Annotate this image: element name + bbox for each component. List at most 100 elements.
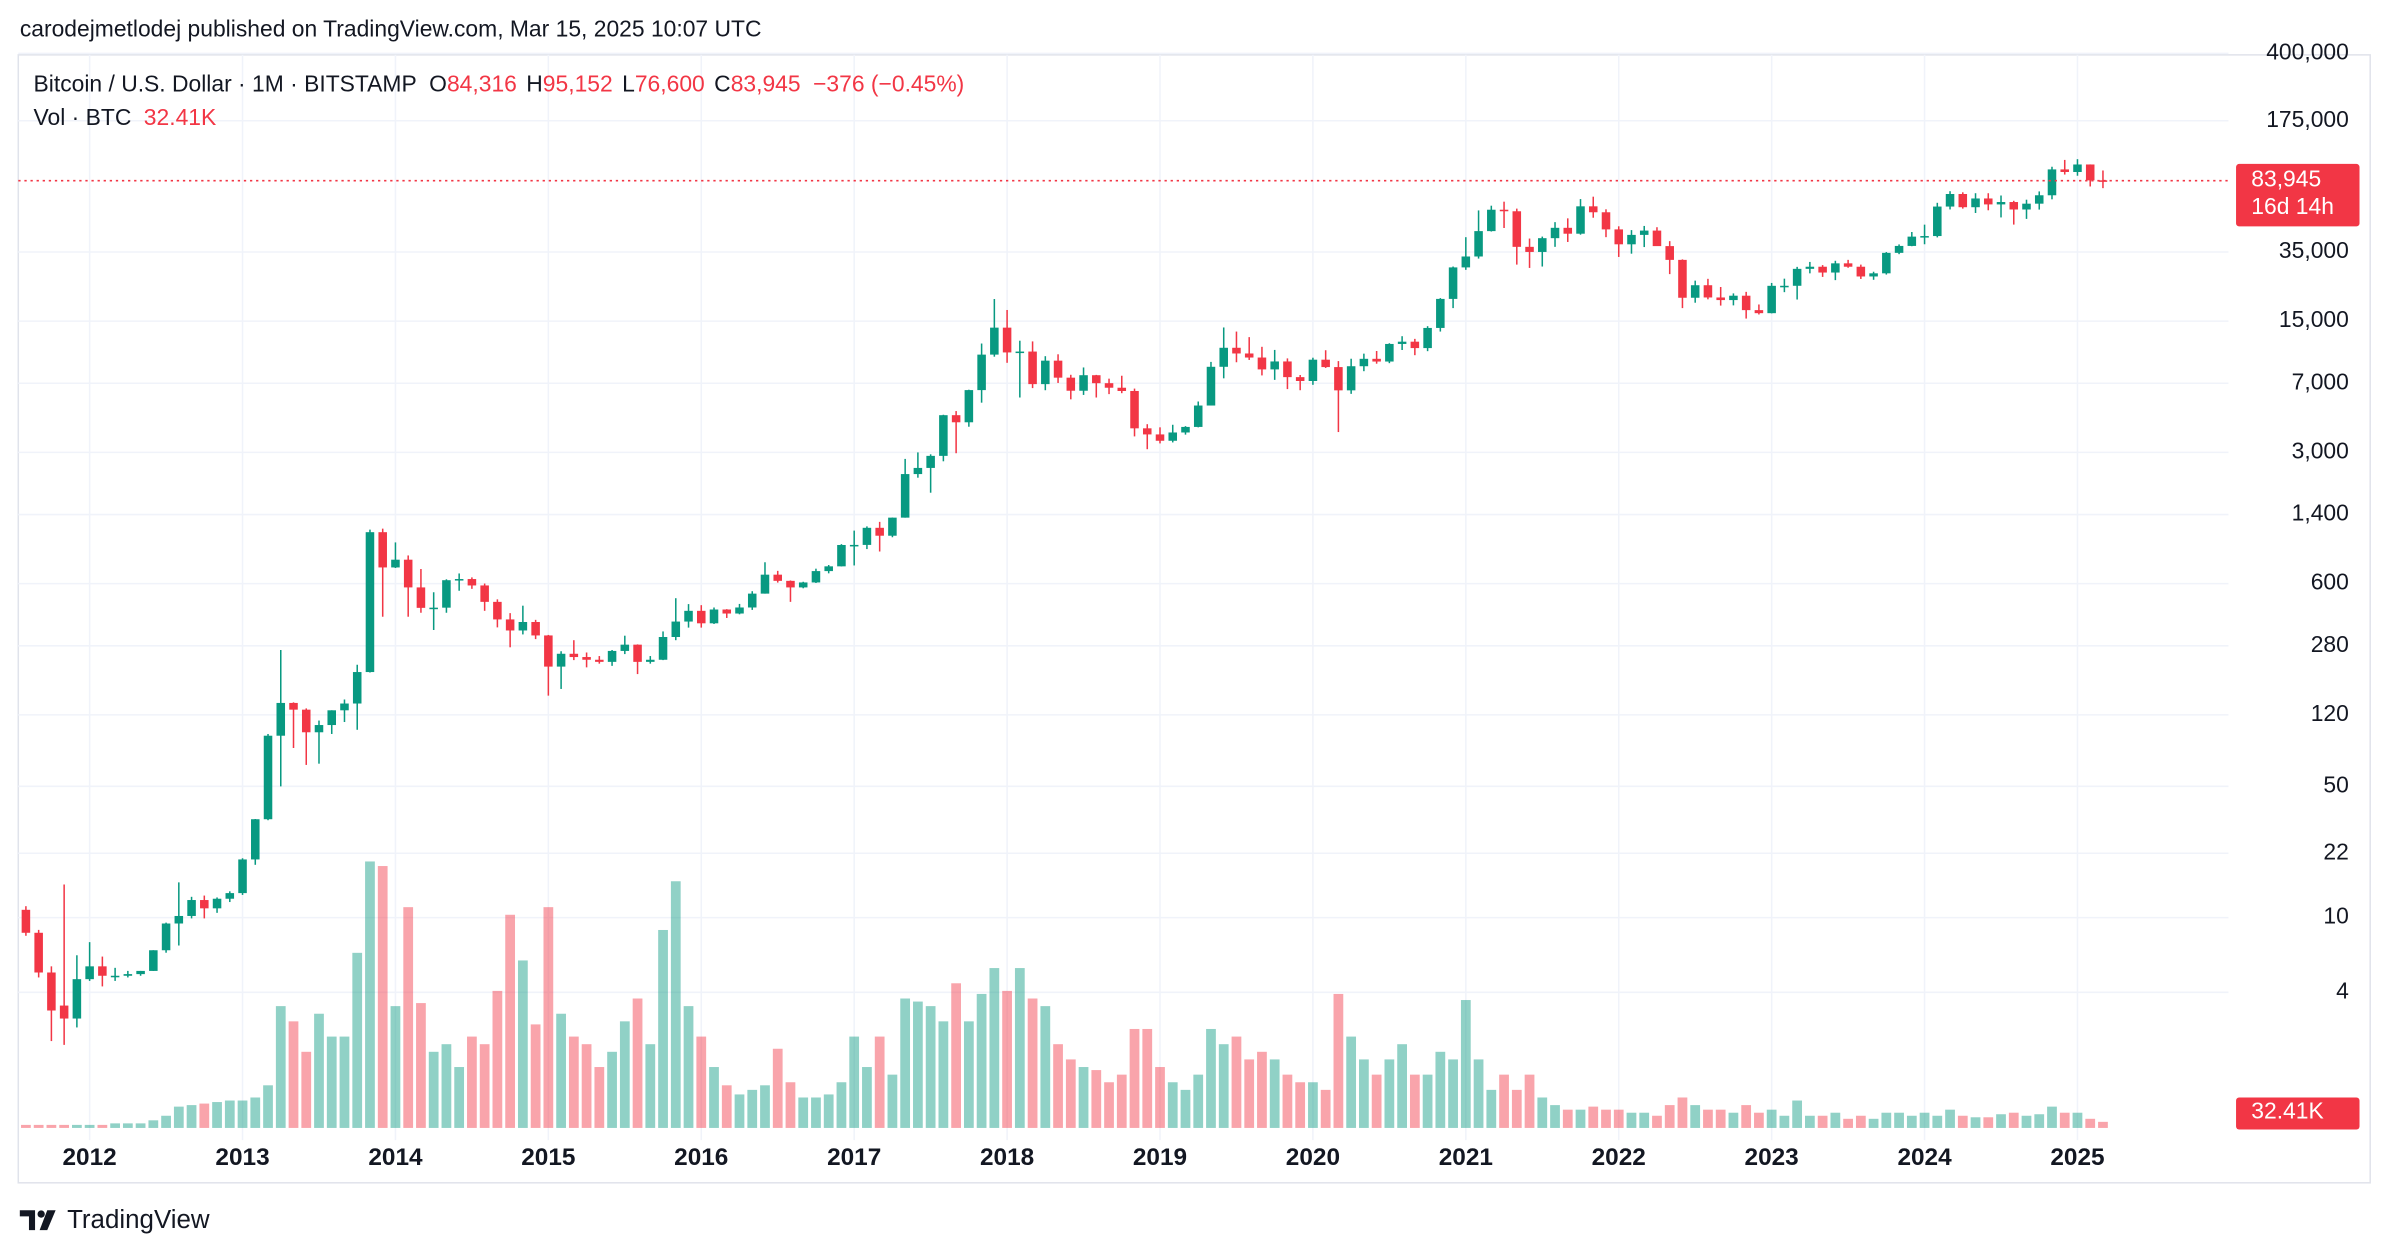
volume-bar	[250, 1097, 261, 1128]
volume-bar	[59, 1124, 70, 1128]
candle-body	[1958, 194, 1968, 208]
candle-body	[1627, 234, 1636, 245]
candle-body	[59, 1005, 69, 1019]
candle-body	[773, 574, 782, 581]
volume-bar	[314, 1013, 324, 1128]
volume-bar	[1193, 1074, 1204, 1128]
volume-bar	[1129, 1028, 1140, 1128]
x-tick-label: 2018	[980, 1144, 1034, 1171]
candle-body	[2085, 164, 2095, 181]
volume-tag	[2236, 1097, 2360, 1130]
volume-bar	[747, 1089, 758, 1128]
candle-body	[1678, 259, 1687, 298]
candle-body	[697, 610, 706, 624]
price-tag	[2236, 163, 2360, 227]
candle-body	[1780, 285, 1789, 288]
candle-body	[1321, 359, 1330, 368]
candle-body	[98, 966, 107, 976]
candle-body	[1053, 360, 1063, 378]
volume-bar	[568, 1036, 579, 1128]
volume-bar	[33, 1124, 44, 1128]
candle-body	[556, 653, 566, 667]
volume-bar	[224, 1100, 235, 1128]
candle-body	[671, 621, 681, 637]
candle-body	[1117, 387, 1127, 391]
x-tick-label: 2012	[63, 1144, 117, 1171]
volume-bar	[403, 907, 414, 1128]
candle-body	[225, 893, 235, 899]
volume-bar	[517, 960, 528, 1128]
volume-bar	[632, 998, 643, 1128]
volume-bar	[1065, 1059, 1076, 1128]
candle-body	[1971, 198, 1980, 208]
volume-pane	[21, 861, 2108, 1128]
candle-body	[658, 636, 668, 660]
candle-body	[365, 532, 375, 673]
volume-legend: Vol · BTC 32.41K	[34, 104, 217, 130]
candle-body	[2009, 202, 2019, 210]
candle-body	[1984, 198, 1993, 205]
candle-body	[926, 455, 935, 468]
candle-body	[391, 559, 400, 568]
candle-body	[1372, 358, 1381, 362]
candle-body	[1576, 206, 1585, 234]
candle-body	[149, 950, 158, 971]
candle-body	[1448, 267, 1458, 299]
candle-body	[582, 657, 591, 660]
candle-body	[2047, 169, 2057, 196]
volume-bar	[1575, 1109, 1586, 1128]
volume-bar	[1792, 1100, 1803, 1128]
volume-bar	[1460, 1000, 1471, 1128]
volume-bar	[237, 1100, 248, 1128]
volume-bar	[798, 1097, 809, 1128]
volume-bar	[1626, 1112, 1637, 1128]
candle-body	[136, 970, 145, 975]
y-tick-label: 7,000	[2292, 368, 2349, 394]
volume-bar	[1384, 1059, 1395, 1128]
volume-bar	[1804, 1115, 1815, 1128]
volume-bar	[1524, 1074, 1535, 1128]
candle-body	[1499, 209, 1509, 212]
candle-body	[1869, 273, 1878, 277]
candle-body	[977, 354, 986, 391]
candle-body	[1639, 230, 1649, 235]
volume-bar	[390, 1006, 401, 1128]
volume-bar	[1741, 1105, 1752, 1128]
legend-value: 83,945	[731, 70, 801, 96]
candle-body	[1665, 246, 1674, 260]
candle-body	[276, 702, 286, 736]
chart-frame	[17, 54, 2371, 1184]
volume-bar	[479, 1044, 490, 1128]
volume-bar	[1473, 1059, 1484, 1128]
candle-body	[1818, 266, 1827, 273]
y-tick-label: 10	[2323, 903, 2348, 929]
volume-bar	[2021, 1115, 2032, 1128]
volume-bar	[594, 1067, 605, 1128]
volume-bar	[976, 993, 987, 1128]
volume-bar	[1180, 1089, 1191, 1128]
candle-body	[1257, 357, 1267, 370]
price-tag-countdown: 16d 14h	[2251, 193, 2334, 219]
candle-body	[1244, 353, 1254, 358]
candle-body	[607, 650, 617, 662]
candle-body	[1181, 426, 1190, 433]
legend-key: L	[622, 70, 635, 96]
volume-bar	[1919, 1112, 1930, 1128]
candle-body	[174, 915, 184, 924]
volume-bar	[1091, 1070, 1102, 1128]
volume-bar	[148, 1120, 159, 1128]
volume-bar	[1932, 1115, 1943, 1128]
volume-bar	[186, 1105, 197, 1128]
grid	[18, 52, 2229, 1141]
volume-bar	[1830, 1112, 1841, 1128]
volume-bar	[377, 866, 388, 1128]
candle-body	[646, 659, 655, 662]
volume-bar	[2047, 1106, 2057, 1128]
volume-bar	[492, 990, 503, 1128]
candle-body	[544, 635, 553, 667]
candle-body	[709, 609, 719, 624]
candle-body	[900, 474, 910, 518]
volume-bar	[416, 1003, 426, 1128]
volume-bar	[352, 952, 363, 1128]
